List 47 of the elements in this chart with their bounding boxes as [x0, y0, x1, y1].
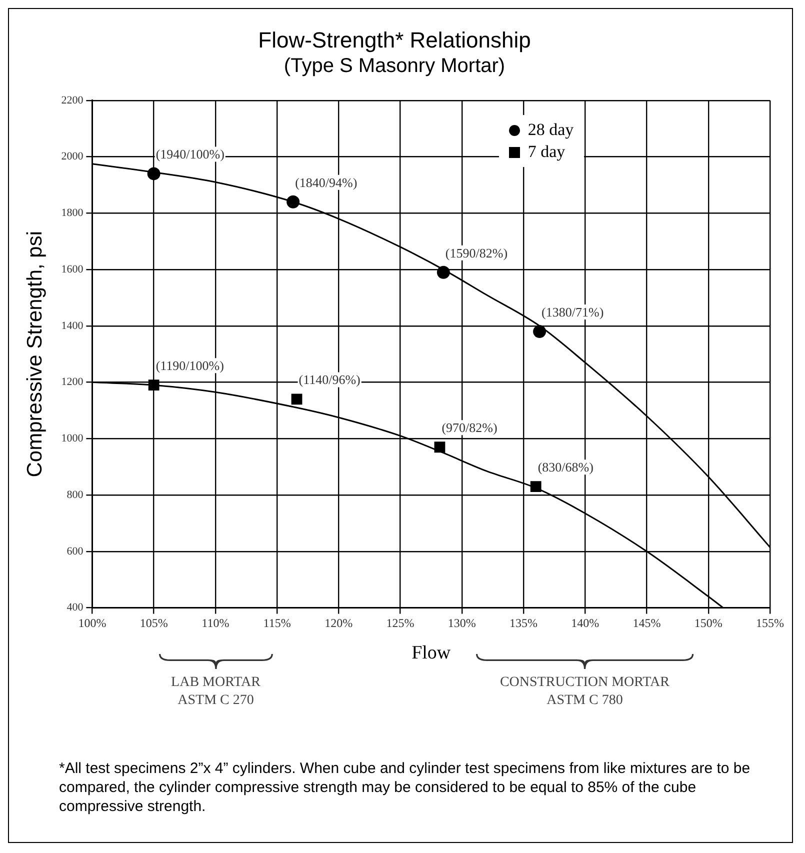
x-tick-label: 135% [510, 616, 538, 630]
data-label: (1190/100%) [156, 358, 224, 374]
text: *All test specimens 2”x 4” cylinders. When cube and cylinder test specimens from like mixtures are to be compared, the cylinder compressive strength may be considered to be equal to 85% of the cube compressive strength. [59, 759, 752, 816]
point [291, 394, 302, 405]
x-axis-title: Flow [412, 642, 451, 664]
y-axis-title: Compressive Strength, psi [23, 230, 46, 478]
point [530, 481, 542, 492]
x-tick-label: 150% [694, 616, 722, 630]
y-tick-label: 600 [66, 545, 84, 558]
y-tick-label: 2200 [61, 94, 84, 106]
data-label: (1840/94%) [295, 174, 358, 190]
x-tick-label: 115% [263, 616, 291, 630]
data-label: (970/82%) [442, 420, 498, 436]
chart-title: Flow-Strength* Relationship [258, 27, 531, 52]
point [434, 442, 446, 453]
point [148, 380, 160, 391]
point [147, 167, 160, 180]
y-tick-label: 1400 [61, 320, 84, 332]
chart-subtitle: (Type S Masonry Mortar) [284, 54, 506, 77]
x-tick-label: 130% [448, 616, 476, 630]
x-tick-label: 140% [571, 616, 600, 630]
y-tick-label: 400 [66, 602, 84, 614]
x-tick-label: 105% [140, 616, 168, 630]
data-label: (1590/82%) [445, 245, 508, 260]
x-tick-label: 100% [78, 616, 106, 630]
data-label: (830/68%) [538, 460, 594, 475]
legend-label: 7 day [528, 141, 566, 164]
x-tick-label: 120% [324, 616, 353, 630]
data-label: (1940/100%) [156, 146, 224, 162]
text: CONSTRUCTION MORTAR ASTM C 780 [500, 674, 670, 710]
y-tick-label: 1000 [61, 432, 84, 445]
data-label: (1140/96%) [298, 372, 360, 388]
y-tick-label: 1800 [61, 207, 84, 220]
point [533, 325, 546, 338]
y-tick-label: 1600 [61, 263, 84, 276]
x-tick-label: 155% [756, 616, 784, 630]
x-tick-label: 125% [386, 616, 414, 630]
text: LAB MORTAR ASTM C 270 [171, 674, 260, 710]
y-tick-label: 1200 [61, 376, 84, 388]
data-label: (1380/71%) [542, 304, 604, 320]
legend-label: 28 day [528, 119, 574, 142]
y-tick-label: 800 [66, 488, 84, 501]
point [286, 195, 300, 208]
y-tick-label: 2000 [61, 150, 84, 163]
x-tick-label: 145% [632, 616, 661, 630]
x-tick-label: 110% [202, 616, 230, 630]
point [436, 266, 450, 279]
